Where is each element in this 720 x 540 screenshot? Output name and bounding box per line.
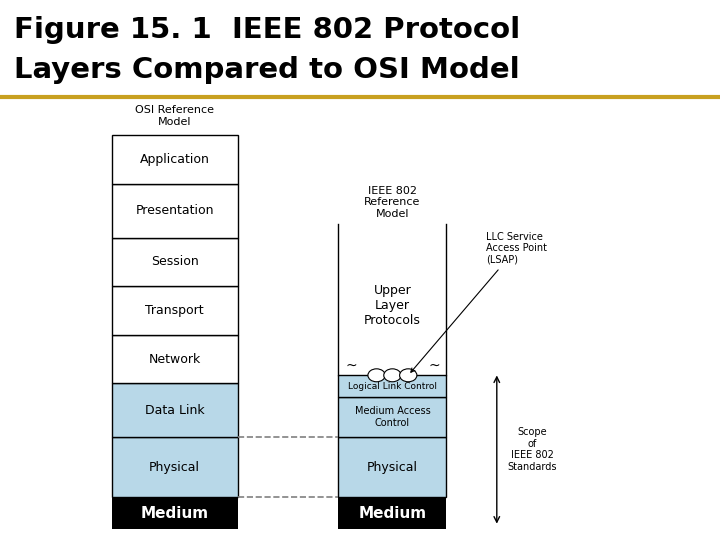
Bar xyxy=(112,383,238,437)
Text: Data Link: Data Link xyxy=(145,404,204,417)
Text: Logical Link Control: Logical Link Control xyxy=(348,382,437,390)
Text: Medium: Medium xyxy=(359,505,426,521)
Text: ~: ~ xyxy=(346,359,357,373)
Text: Network: Network xyxy=(148,353,201,366)
Bar xyxy=(112,286,238,335)
Circle shape xyxy=(368,369,385,382)
Circle shape xyxy=(384,369,401,382)
Bar xyxy=(112,184,238,238)
Text: Application: Application xyxy=(140,153,210,166)
Bar xyxy=(338,397,446,437)
Text: Session: Session xyxy=(150,255,199,268)
Text: Figure 15. 1  IEEE 802 Protocol: Figure 15. 1 IEEE 802 Protocol xyxy=(14,16,521,44)
Text: Upper
Layer
Protocols: Upper Layer Protocols xyxy=(364,284,420,327)
Bar xyxy=(0,0,720,97)
Bar xyxy=(112,238,238,286)
Text: IEEE 802
Reference
Model: IEEE 802 Reference Model xyxy=(364,186,420,219)
Bar xyxy=(338,375,446,397)
Text: Scope
of
IEEE 802
Standards: Scope of IEEE 802 Standards xyxy=(508,427,557,472)
Text: Physical: Physical xyxy=(367,461,418,474)
Bar xyxy=(112,437,238,497)
Text: ~: ~ xyxy=(428,359,440,373)
Text: LLC Service
Access Point
(LSAP): LLC Service Access Point (LSAP) xyxy=(411,232,547,372)
Text: Physical: Physical xyxy=(149,461,200,474)
Text: Presentation: Presentation xyxy=(135,204,214,217)
Text: OSI Reference
Model: OSI Reference Model xyxy=(135,105,214,127)
Text: Medium: Medium xyxy=(140,505,209,521)
Text: Medium Access
Control: Medium Access Control xyxy=(354,406,431,428)
Bar xyxy=(338,437,446,497)
Bar xyxy=(112,335,238,383)
Circle shape xyxy=(400,369,417,382)
Bar xyxy=(338,497,446,529)
Bar xyxy=(112,135,238,184)
Text: Transport: Transport xyxy=(145,304,204,317)
Bar xyxy=(112,497,238,529)
Text: Layers Compared to OSI Model: Layers Compared to OSI Model xyxy=(14,56,520,84)
